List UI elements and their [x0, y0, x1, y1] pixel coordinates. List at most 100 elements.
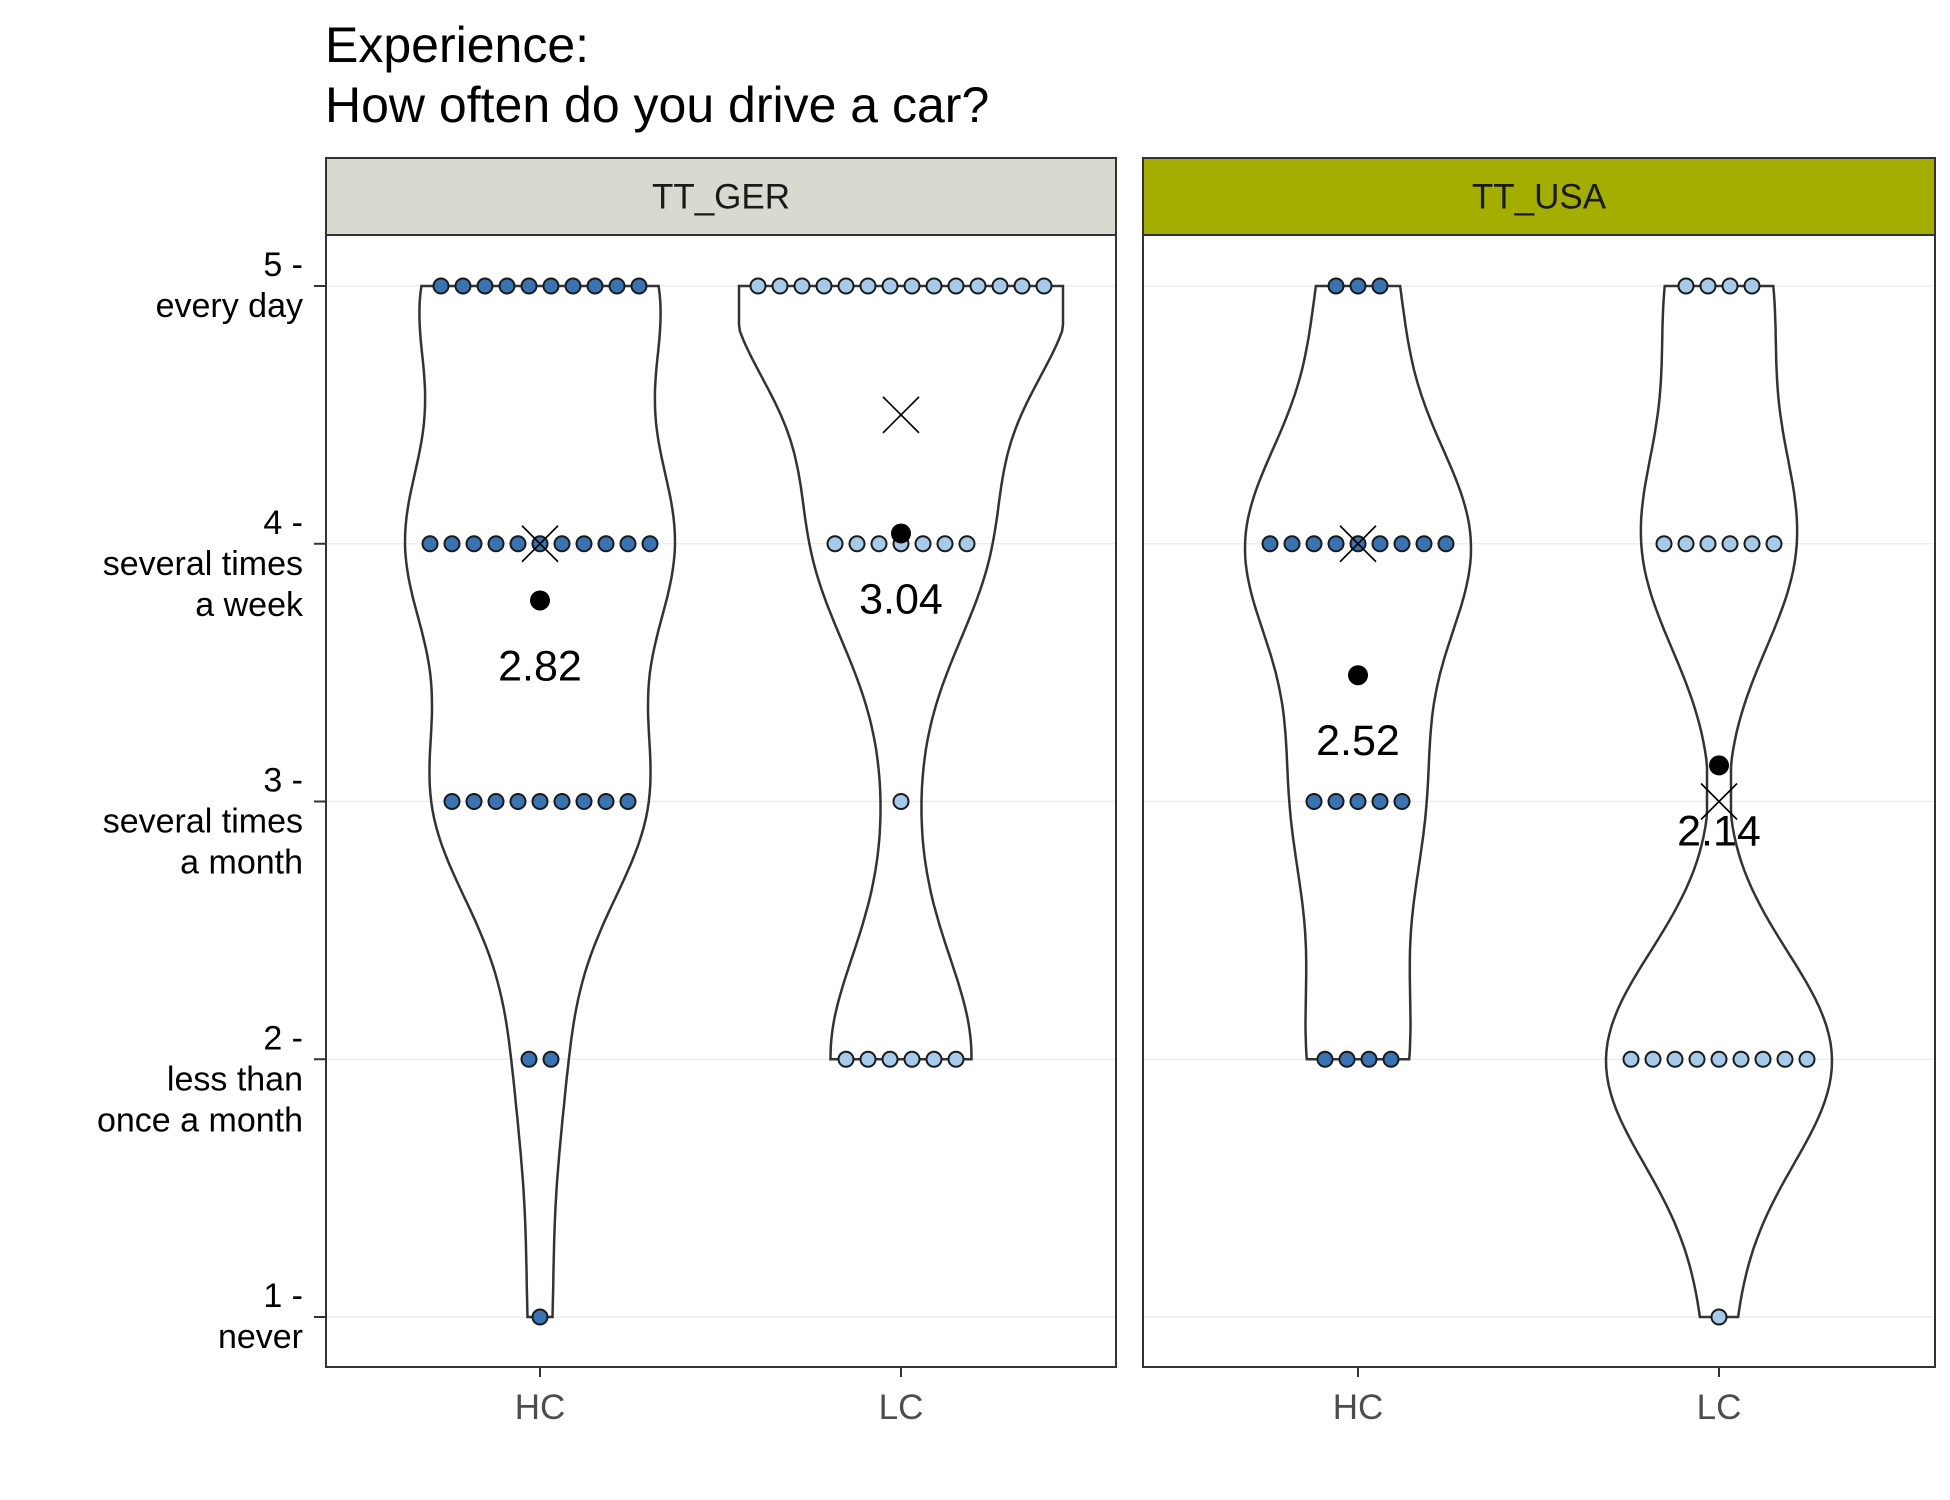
data-point: [542, 277, 560, 295]
group-lc: 2.14: [1604, 277, 1834, 1326]
data-point: [575, 793, 593, 810]
data-point: [487, 535, 505, 553]
data-point: [520, 1050, 538, 1068]
group-hc: 2.52: [1243, 277, 1473, 1068]
mean-label: 2.14: [1677, 807, 1761, 855]
data-point: [1754, 1050, 1772, 1068]
y-tick-label: 2 -less than once a month: [97, 1019, 303, 1139]
mean-point: [1709, 755, 1729, 776]
data-point: [465, 535, 483, 553]
data-point: [936, 535, 954, 553]
data-point: [881, 277, 899, 295]
y-tick-label-line: several times: [103, 545, 303, 583]
data-point: [1732, 1050, 1750, 1068]
y-tick-label-line: never: [218, 1318, 303, 1356]
data-point: [1622, 1050, 1640, 1068]
data-point: [1261, 535, 1279, 553]
group-hc: 2.82: [403, 277, 677, 1326]
data-point: [870, 535, 888, 553]
data-point: [793, 277, 811, 295]
data-point: [837, 1050, 855, 1068]
data-point: [826, 535, 844, 553]
data-point: [1644, 1050, 1662, 1068]
data-point: [1305, 535, 1323, 553]
data-point: [1327, 277, 1345, 295]
data-point: [421, 535, 439, 553]
data-point: [531, 1308, 549, 1326]
data-point: [1393, 535, 1411, 553]
data-point: [1765, 535, 1783, 553]
data-point: [903, 277, 921, 295]
data-point: [454, 277, 472, 295]
y-tick-label-line: once a month: [97, 1101, 303, 1139]
median-marker: [521, 525, 559, 563]
data-point: [443, 793, 461, 810]
y-tick-label: 1 -never: [218, 1277, 303, 1356]
data-point: [553, 793, 571, 810]
data-point: [881, 1050, 899, 1068]
data-point: [837, 277, 855, 295]
mean-point: [891, 523, 911, 544]
data-point: [892, 793, 910, 810]
y-tick-label-line: several times: [103, 803, 303, 841]
median-marker: [1339, 525, 1377, 563]
y-tick-label-line: 4 -: [263, 504, 303, 542]
data-point: [1699, 277, 1717, 295]
data-point: [815, 277, 833, 295]
data-point: [1743, 535, 1761, 553]
data-point: [925, 277, 943, 295]
data-point: [1710, 1050, 1728, 1068]
data-point: [586, 277, 604, 295]
y-tick-label-line: 1 -: [263, 1277, 303, 1315]
data-point: [1327, 535, 1345, 553]
data-point: [1688, 1050, 1706, 1068]
data-point: [443, 535, 461, 553]
chart-title-line-2: How often do you drive a car?: [325, 77, 989, 133]
data-point: [498, 277, 516, 295]
data-point: [1415, 535, 1433, 553]
x-tick-label: HC: [1333, 1388, 1384, 1427]
data-point: [564, 277, 582, 295]
chart-title-line-1: Experience:: [325, 17, 589, 73]
data-point: [1776, 1050, 1794, 1068]
mean-label: 2.82: [498, 642, 582, 690]
data-point: [1699, 535, 1717, 553]
data-point: [1371, 535, 1389, 553]
data-point: [487, 793, 505, 810]
x-tick-label: LC: [1697, 1388, 1742, 1427]
panel-border: [1142, 234, 1936, 1368]
data-point: [465, 793, 483, 810]
data-point: [630, 277, 648, 295]
data-point: [509, 793, 527, 810]
violin-shape: [403, 284, 677, 1319]
data-point: [969, 277, 987, 295]
facet-strip-label: TT_GER: [652, 178, 790, 217]
data-point: [749, 277, 767, 295]
mean-point: [1348, 665, 1368, 686]
panels-layer: TT_GER 2.82 3.04 HC LC TT_USA 2.52 2.14 HC LC: [325, 157, 1936, 1427]
y-tick-label-line: less than: [167, 1060, 303, 1098]
y-tick-label-line: 5 -: [263, 246, 303, 284]
data-point: [1349, 793, 1367, 810]
data-point: [1013, 277, 1031, 295]
data-point: [608, 277, 626, 295]
data-point: [531, 793, 549, 810]
data-point: [958, 535, 976, 553]
data-point: [1338, 1050, 1356, 1068]
data-point: [1349, 277, 1367, 295]
data-point: [1721, 535, 1739, 553]
data-point: [432, 277, 450, 295]
facet-panel-tt_usa: TT_USA 2.52 2.14 HC LC: [1142, 157, 1936, 1427]
data-point: [1316, 1050, 1334, 1068]
data-point: [1360, 1050, 1378, 1068]
facet-panel-tt_ger: TT_GER 2.82 3.04 HC LC: [325, 157, 1117, 1427]
data-point: [947, 1050, 965, 1068]
data-point: [1437, 535, 1455, 553]
data-point: [1393, 793, 1411, 810]
data-point: [1798, 1050, 1816, 1068]
data-point: [1721, 277, 1739, 295]
data-point: [947, 277, 965, 295]
data-point: [509, 535, 527, 553]
data-point: [903, 1050, 921, 1068]
x-tick-label: LC: [879, 1388, 924, 1427]
